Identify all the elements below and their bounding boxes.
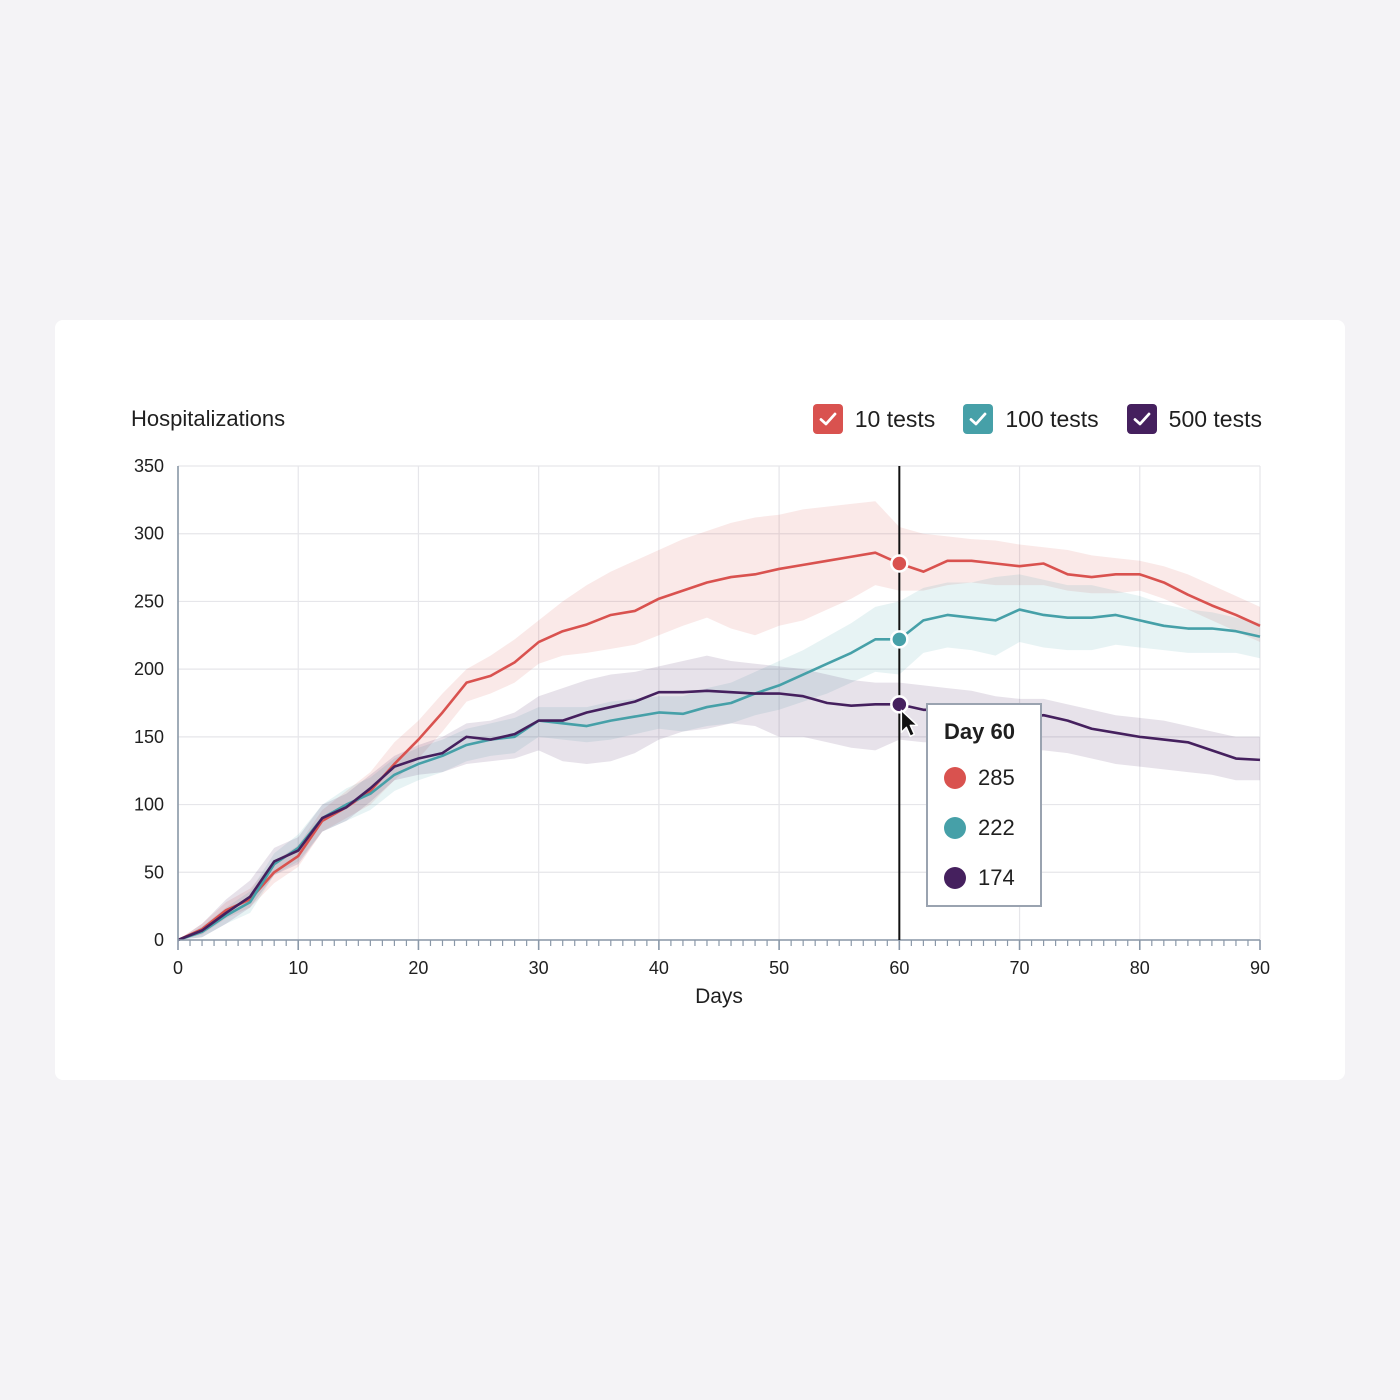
y-tick-label: 0	[154, 930, 164, 950]
tooltip-row-500-tests: 174	[944, 853, 1040, 903]
x-tick-label: 70	[1010, 958, 1030, 978]
tooltip-value-500-tests: 174	[978, 865, 1015, 890]
x-tick-label: 80	[1130, 958, 1150, 978]
y-tick-label: 250	[134, 591, 164, 611]
legend-item-10-tests[interactable]: 10 tests	[812, 404, 936, 434]
tooltip-value-10-tests: 285	[978, 765, 1015, 790]
check-icon	[969, 412, 987, 426]
chart-title: Hospitalizations	[131, 406, 286, 431]
tooltip-value-100-tests: 222	[978, 815, 1015, 840]
confidence-band	[178, 574, 1260, 940]
legend-label: 500 tests	[1168, 405, 1262, 432]
tooltip-dot-100-tests	[944, 817, 966, 839]
hover-point	[890, 695, 909, 714]
legend-label: 100 tests	[1005, 405, 1099, 432]
check-icon	[819, 412, 837, 426]
legend-checkbox-500-tests[interactable]	[1126, 404, 1157, 434]
tooltip-row-10-tests: 285	[944, 753, 1040, 803]
y-tick-label: 200	[134, 659, 164, 679]
tooltip-dot-10-tests	[944, 767, 966, 789]
x-tick-label: 10	[288, 958, 308, 978]
legend-label: 10 tests	[854, 405, 936, 432]
legend-item-100-tests[interactable]: 100 tests	[963, 404, 1099, 434]
confidence-band	[178, 655, 1260, 940]
legend-checkbox-100-tests[interactable]	[963, 404, 994, 434]
confidence-band	[178, 501, 1260, 940]
y-tick-label: 50	[144, 862, 164, 882]
x-tick-label: 50	[769, 958, 789, 978]
cursor-icon	[900, 709, 919, 738]
y-tick-label: 150	[134, 727, 164, 747]
x-tick-label: 40	[649, 958, 669, 978]
check-icon	[1133, 412, 1151, 426]
series-line	[177, 689, 1261, 942]
legend-checkbox-10-tests[interactable]	[812, 404, 843, 434]
tooltip-row-100-tests: 222	[944, 803, 1040, 853]
tooltip-title: Day 60	[944, 719, 1015, 744]
chart-card	[55, 320, 1345, 1080]
y-tick-label: 300	[134, 524, 164, 544]
x-tick-label: 90	[1250, 958, 1270, 978]
x-tick-label: 60	[889, 958, 909, 978]
y-tick-label: 350	[134, 456, 164, 476]
legend-item-500-tests[interactable]: 500 tests	[1126, 404, 1262, 434]
hover-point	[890, 554, 909, 573]
legend: 10 tests 100 tests 500 tests	[812, 404, 1262, 434]
x-axis-title: Days	[695, 985, 743, 1008]
hover-point	[890, 630, 909, 649]
x-tick-label: 20	[408, 958, 428, 978]
y-tick-label: 100	[134, 795, 164, 815]
hover-tooltip: Day 60 285 222 174	[926, 703, 1042, 907]
x-tick-label: 0	[173, 958, 183, 978]
tooltip-dot-500-tests	[944, 867, 966, 889]
x-tick-label: 30	[529, 958, 549, 978]
